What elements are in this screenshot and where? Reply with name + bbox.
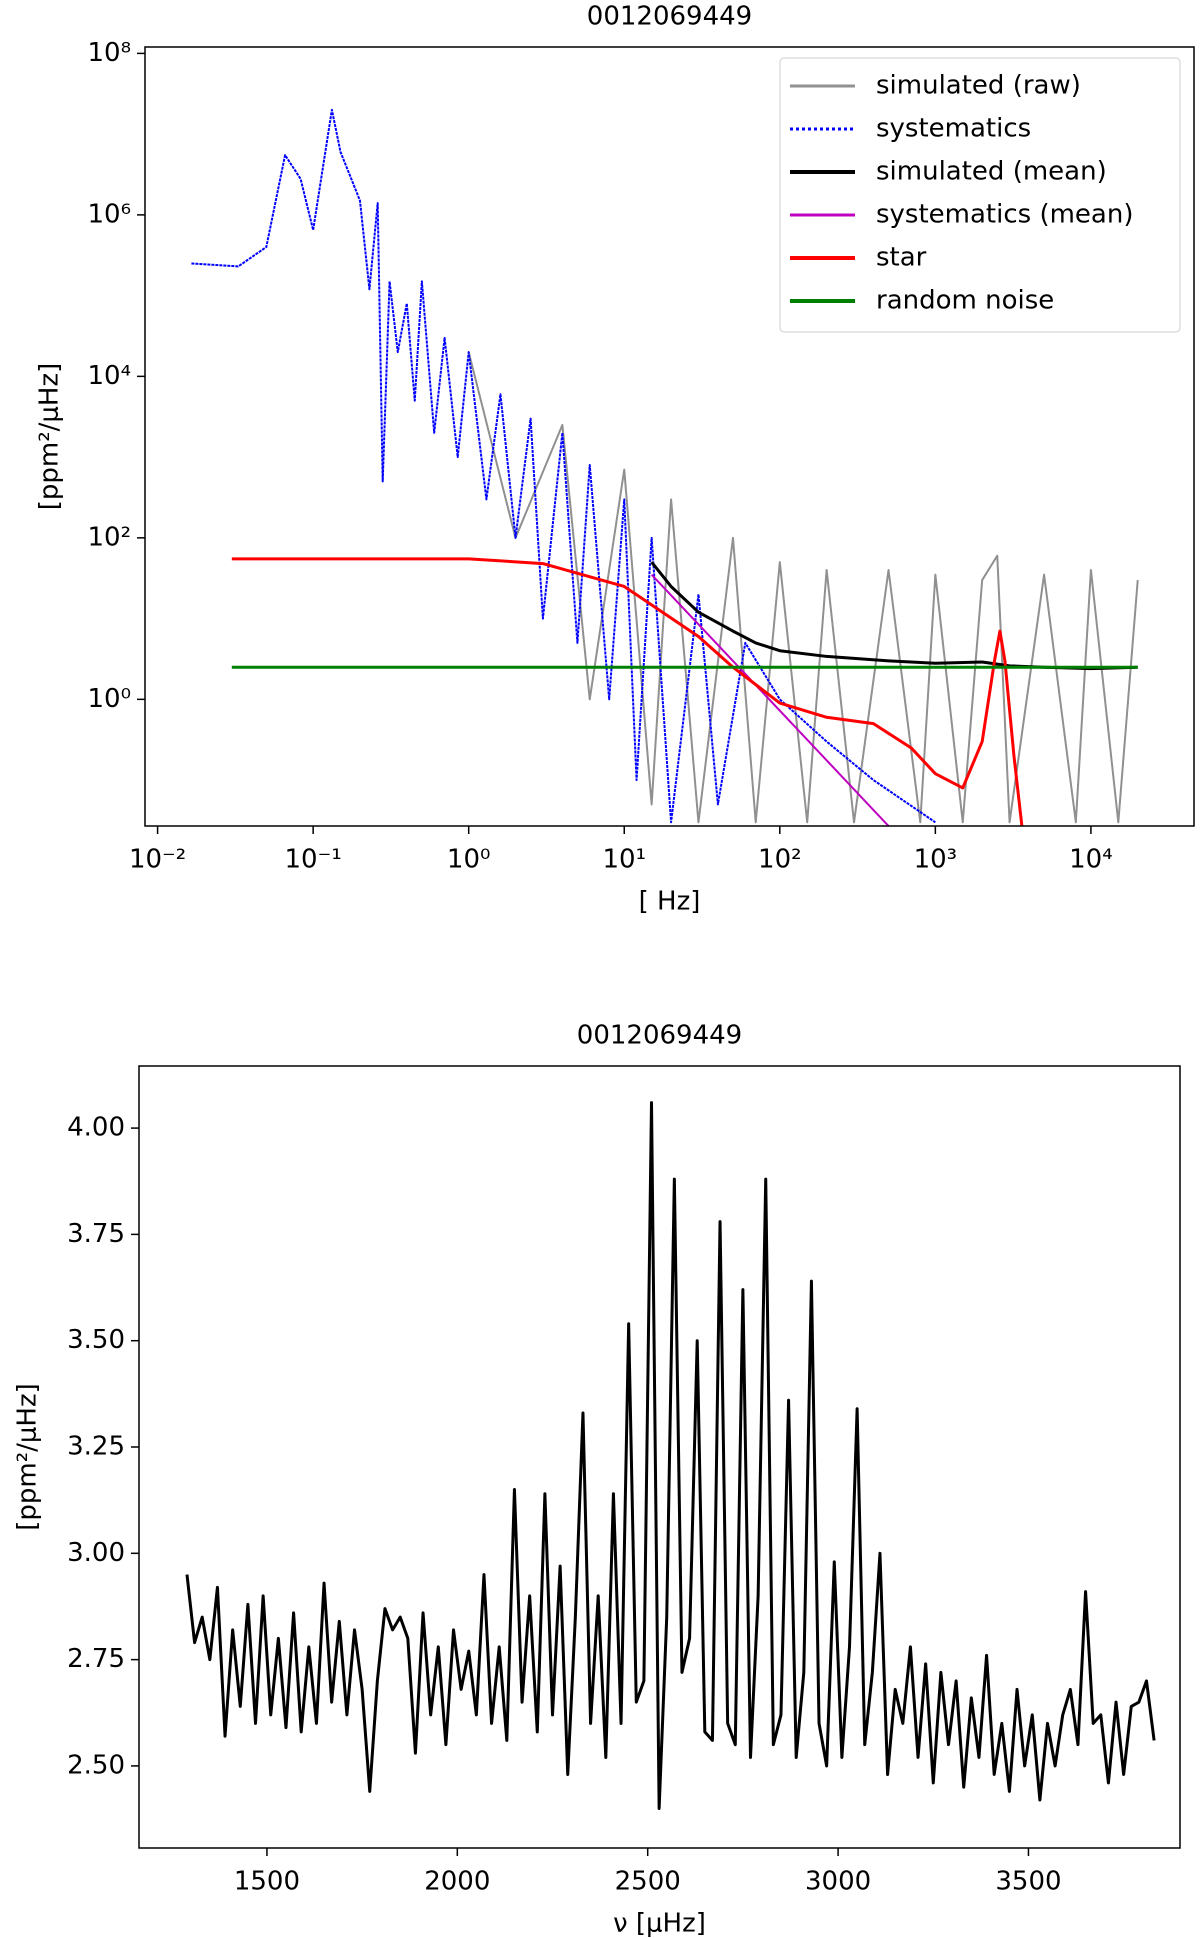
legend-label: simulated (raw) — [876, 71, 1081, 101]
chart-title: 0012069449 — [587, 2, 752, 32]
legend-label: star — [876, 243, 927, 273]
x-tick-label: 3000 — [805, 1867, 871, 1897]
legend-label: systematics — [876, 114, 1031, 144]
y-tick-label: 10⁶ — [87, 199, 131, 229]
y-tick-label: 4.00 — [67, 1113, 125, 1143]
series-line — [467, 351, 1139, 824]
y-tick-label: 10⁸ — [87, 38, 131, 68]
x-tick-label: 1500 — [234, 1867, 300, 1897]
x-tick-label: 10² — [758, 845, 802, 875]
x-tick-label: 3500 — [995, 1867, 1061, 1897]
series-line — [191, 108, 936, 824]
series-line — [231, 557, 1024, 826]
chart-title: 0012069449 — [577, 1021, 742, 1051]
x-tick-label: 10³ — [914, 845, 958, 875]
x-tick-label: 2500 — [615, 1867, 681, 1897]
x-tick-label: 10¹ — [602, 845, 646, 875]
x-tick-label: 10⁰ — [447, 845, 491, 875]
series-line — [650, 573, 890, 826]
y-tick-label: 3.75 — [67, 1219, 125, 1249]
x-tick-label: 10⁻¹ — [285, 845, 342, 875]
legend-label: simulated (mean) — [876, 157, 1107, 187]
legend-box — [779, 57, 1181, 333]
y-axis-label: [ppm²/μHz] — [13, 1383, 43, 1531]
legend-label: random noise — [876, 286, 1054, 316]
plot-area — [191, 108, 1139, 826]
plot-area — [185, 1101, 1156, 1810]
y-tick-label: 3.25 — [67, 1432, 125, 1462]
x-tick-label: 2000 — [424, 1867, 490, 1897]
y-tick-label: 10² — [87, 522, 131, 552]
x-tick-label: 10⁴ — [1069, 845, 1113, 875]
y-tick-label: 3.00 — [67, 1538, 125, 1568]
x-axis-label: ν [μHz] — [613, 1909, 706, 1938]
axes-frame — [144, 46, 1195, 827]
legend-label: systematics (mean) — [876, 200, 1133, 230]
y-tick-label: 10⁴ — [87, 361, 131, 391]
x-tick-label: 10⁻² — [129, 845, 186, 875]
y-axis-label: [ppm²/μHz] — [35, 363, 65, 511]
y-tick-label: 2.75 — [67, 1644, 125, 1674]
axes-frame — [138, 1065, 1181, 1849]
y-tick-label: 3.50 — [67, 1325, 125, 1355]
x-axis-label: [ Hz] — [639, 887, 701, 917]
y-tick-label: 2.50 — [67, 1750, 125, 1780]
series-line — [185, 1101, 1156, 1810]
y-tick-label: 10⁰ — [87, 684, 131, 714]
